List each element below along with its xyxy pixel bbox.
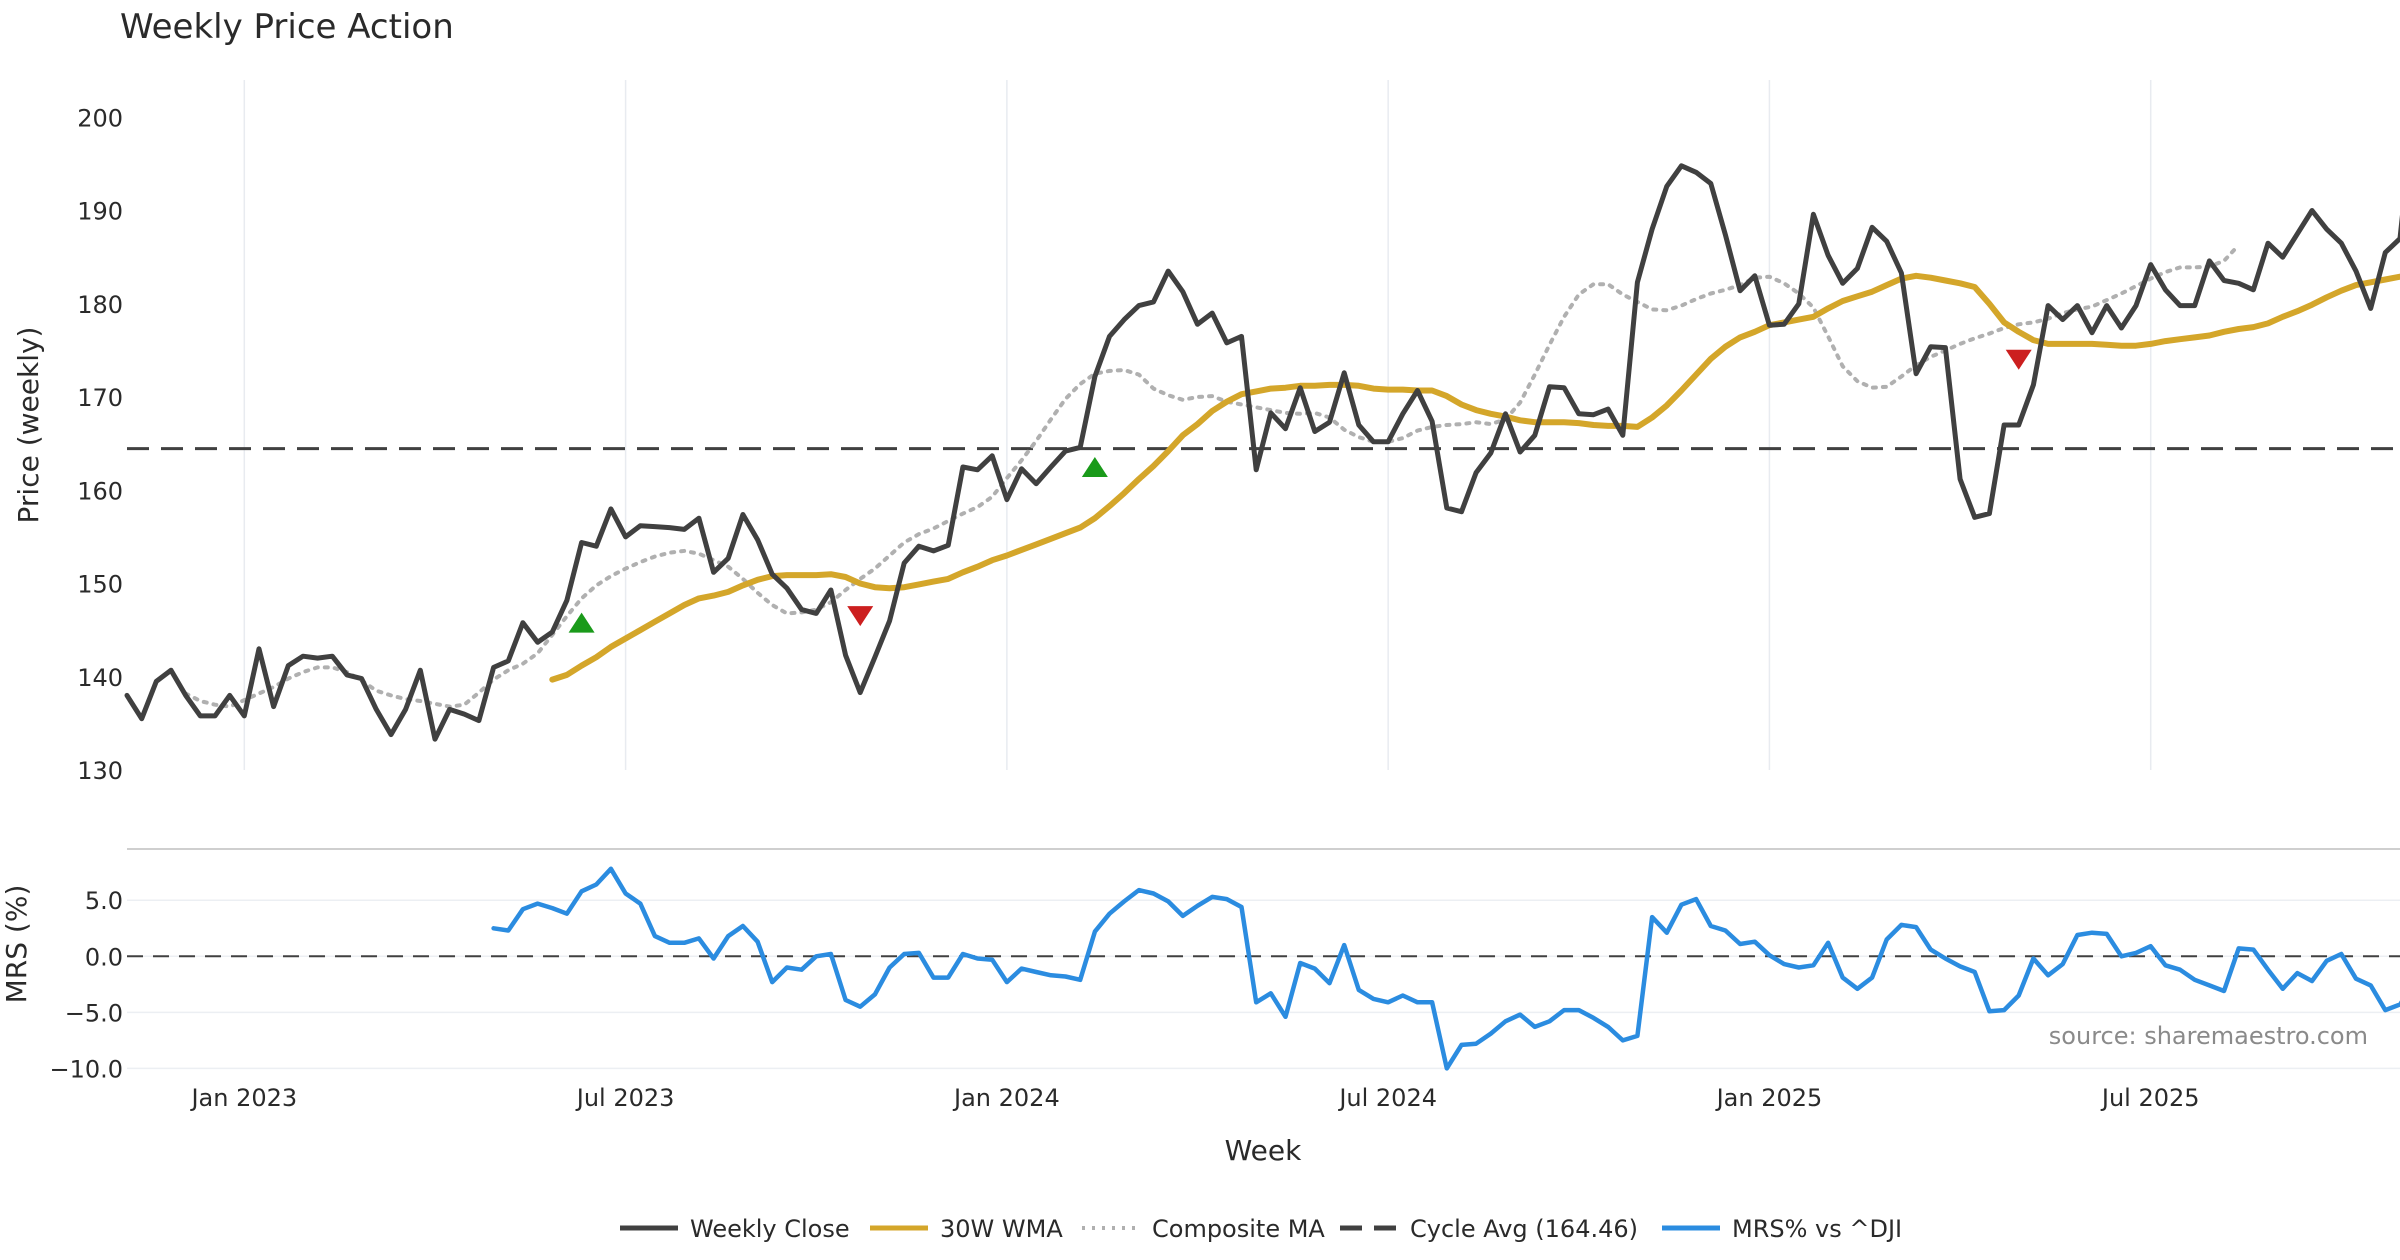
mrs-y-tick: −5.0 — [65, 999, 123, 1027]
price-y-tick: 190 — [77, 198, 123, 226]
chart-title: Weekly Price Action — [120, 7, 454, 47]
x-tick: Jan 2023 — [189, 1084, 297, 1112]
chart-legend: Weekly Close 30W WMA Composite MA Cycle Avg… — [620, 1215, 1902, 1243]
price-y-tick: 170 — [77, 384, 123, 412]
mrs-vs-dji-line — [491, 866, 2400, 1071]
x-axis-label: Week — [1225, 1134, 1302, 1167]
30w-wma-line — [549, 272, 2400, 683]
mrs-y-tick: 0.0 — [85, 943, 123, 971]
price-y-tick: 150 — [77, 571, 123, 599]
weekly-close-line — [124, 163, 2400, 742]
sell-signal-marker — [847, 606, 874, 627]
mrs-y-tick: −10.0 — [49, 1055, 123, 1083]
composite-ma-line — [183, 243, 2241, 709]
legend-label: Cycle Avg (164.46) — [1410, 1215, 1638, 1243]
sell-signal-marker — [2005, 349, 2032, 370]
mrs-series-group — [491, 866, 2400, 1071]
price-y-tick: 200 — [77, 104, 123, 132]
x-tick-labels: Jan 2023 Jul 2023 Jan 2024 Jul 2024 Jan 2025… — [189, 1084, 2199, 1112]
signal-markers — [568, 349, 2032, 633]
price-y-axis-label: Price (weekly) — [12, 327, 45, 524]
mrs-y-tick-labels: −10.0 −5.0 0.0 5.0 — [49, 887, 123, 1083]
x-tick: Jul 2025 — [2100, 1084, 2200, 1112]
buy-signal-marker — [1081, 456, 1108, 477]
legend-label: MRS% vs ^DJI — [1732, 1215, 1902, 1243]
price-y-tick: 180 — [77, 291, 123, 319]
mrs-horizontal-gridlines — [127, 899, 2400, 1070]
price-vertical-gridlines — [243, 80, 2152, 770]
mrs-y-tick: 5.0 — [85, 887, 123, 915]
price-y-tick: 160 — [77, 477, 123, 505]
legend-label: Weekly Close — [690, 1215, 850, 1243]
x-tick: Jul 2023 — [575, 1084, 675, 1112]
source-note: source: sharemaestro.com — [2049, 1022, 2368, 1050]
x-tick: Jan 2024 — [952, 1084, 1060, 1112]
price-y-tick: 130 — [77, 757, 123, 785]
legend-label: Composite MA — [1152, 1215, 1325, 1243]
price-series-group — [124, 163, 2400, 742]
x-tick: Jan 2025 — [1715, 1084, 1823, 1112]
x-tick: Jul 2024 — [1337, 1084, 1437, 1112]
buy-signal-marker — [568, 612, 595, 633]
mrs-y-axis-label: MRS (%) — [0, 885, 33, 1004]
price-y-tick-labels: 130 140 150 160 170 180 190 200 — [77, 104, 123, 785]
price-y-tick: 140 — [77, 664, 123, 692]
legend-label: 30W WMA — [940, 1215, 1063, 1243]
